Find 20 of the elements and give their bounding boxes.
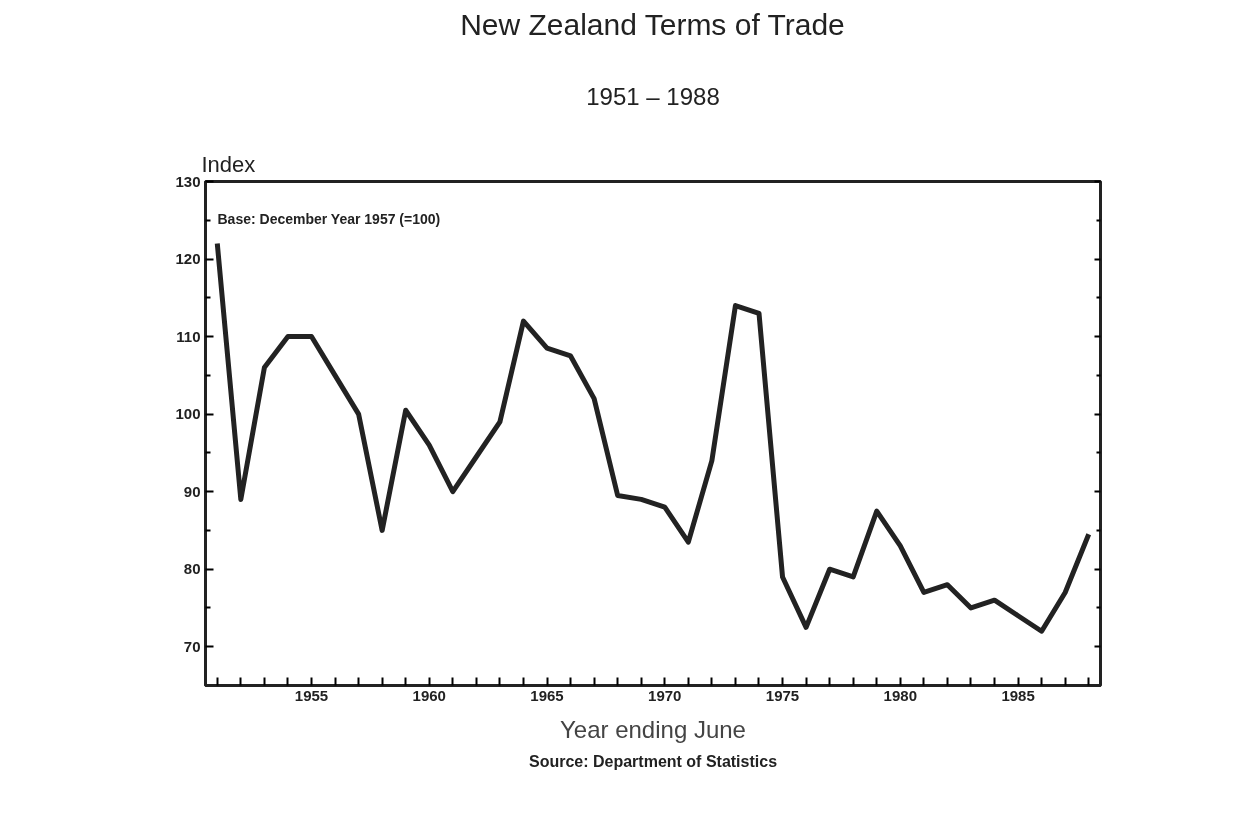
y-tick-label: 80 xyxy=(183,560,201,578)
y-tick-label: 130 xyxy=(175,172,201,190)
y-tick-label: 100 xyxy=(175,405,201,423)
x-tick-label: 1975 xyxy=(765,686,800,704)
x-tick-label: 1955 xyxy=(294,686,329,704)
x-tick-label: 1965 xyxy=(530,686,564,704)
x-tick-label: 1980 xyxy=(883,686,917,704)
y-tick-label: 70 xyxy=(183,637,201,655)
y-axis-title: Index xyxy=(201,151,256,177)
annotation: Base: December Year 1957 (=100) xyxy=(217,210,441,227)
x-tick-label: 1985 xyxy=(1001,686,1035,704)
y-tick-label: 120 xyxy=(175,250,201,268)
source-note: Source: Department of Statistics xyxy=(528,752,778,770)
x-tick-label: 1970 xyxy=(648,686,682,704)
x-axis-title: Year ending June xyxy=(560,715,746,743)
chart-title: New Zealand Terms of Trade xyxy=(460,7,845,41)
y-tick-label: 110 xyxy=(176,327,201,345)
y-tick-label: 90 xyxy=(183,482,201,500)
x-tick-label: 1960 xyxy=(412,686,446,704)
chart-subtitle: 1951 – 1988 xyxy=(586,82,720,110)
